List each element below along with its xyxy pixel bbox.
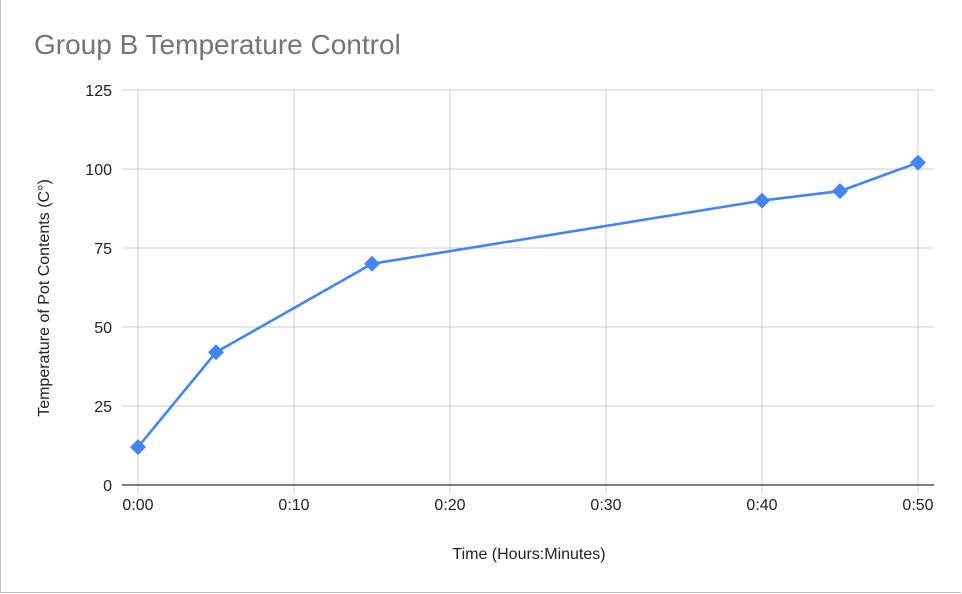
chart-title: Group B Temperature Control	[34, 29, 401, 60]
data-point-marker	[832, 183, 848, 200]
data-point-marker	[130, 439, 146, 456]
data-point-marker	[208, 344, 224, 361]
data-point-marker	[754, 192, 770, 209]
data-series	[130, 154, 926, 456]
series-line	[136, 161, 919, 448]
y-tick-label: 25	[94, 399, 112, 416]
y-tick-label: 50	[94, 320, 112, 337]
y-tick-label: 75	[94, 241, 112, 258]
x-axis-title: Time (Hours:Minutes)	[452, 546, 605, 563]
y-tick-label: 0	[103, 478, 112, 495]
tick-labels: 0 25 50 75 100 125 0:00 0:10 0:20 0:30 0:40 0:50	[85, 83, 933, 514]
grid-lines	[122, 89, 934, 493]
x-tick-label: 0:20	[434, 497, 465, 514]
x-tick-label: 0:10	[278, 497, 309, 514]
x-tick-label: 0:50	[902, 497, 933, 514]
y-axis-title: Temperature of Pot Contents (C°)	[36, 179, 53, 417]
x-tick-label: 0:30	[590, 497, 621, 514]
x-tick-label: 0:00	[122, 497, 153, 514]
y-tick-label: 100	[85, 162, 112, 179]
data-point-marker	[910, 154, 926, 171]
data-point-marker	[364, 255, 380, 272]
y-tick-label: 125	[85, 83, 112, 100]
x-tick-label: 0:40	[746, 497, 777, 514]
